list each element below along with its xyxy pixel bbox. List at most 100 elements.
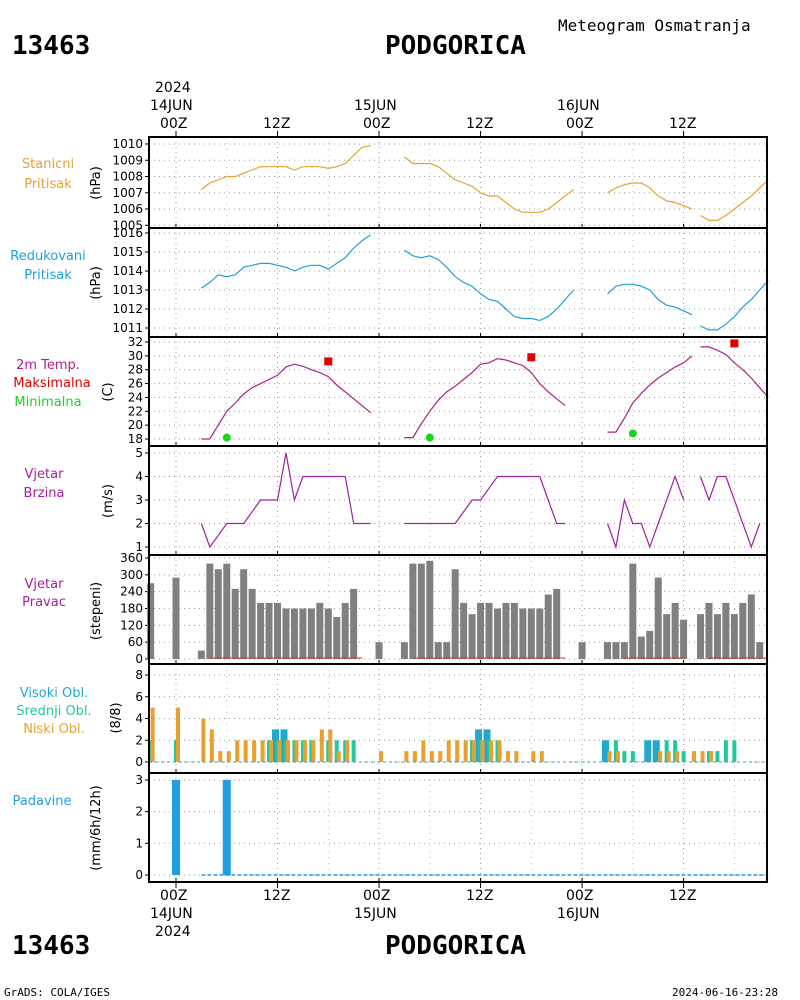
wind-dir-bar — [290, 608, 298, 659]
wind-dir-bar — [341, 602, 349, 659]
wind-dir-bar — [603, 642, 611, 659]
reduced-tick-label: 1016 — [112, 226, 143, 240]
cloud-bar — [455, 740, 460, 762]
wind-dir-bar — [730, 614, 738, 659]
pressure-series-line — [607, 182, 693, 210]
wind_dir-tick-label: 180 — [120, 602, 143, 616]
cloud-bar — [404, 751, 409, 762]
grid-layer — [149, 137, 767, 882]
pressure-series-line — [201, 145, 371, 190]
station-id-bottom: 13463 — [12, 931, 90, 961]
pressure-label-2: Pritisak — [24, 177, 72, 192]
cloud-label-mid: Srednji Obl. — [16, 704, 91, 719]
reduced-tick-label: 1013 — [112, 283, 143, 297]
wind-speed-series-line — [606, 474, 685, 550]
pressure-unit: (hPa) — [89, 166, 104, 200]
clouds-tick-label: 2 — [135, 733, 143, 747]
cloud-bar — [226, 751, 231, 762]
wind-dir-bar — [722, 602, 730, 659]
top-date-1: 14JUN — [150, 98, 193, 114]
wind-dir-bar — [248, 588, 256, 659]
wind-dir-bar — [612, 642, 620, 659]
wind-dir-bar — [527, 608, 535, 659]
pressure-tick-label: 1009 — [112, 153, 143, 167]
bottom-date-3: 16JUN — [557, 906, 600, 922]
footer-credit: GrADS: COLA/IGES — [4, 986, 110, 999]
wind-dir-bar — [434, 642, 442, 659]
temp-tick-label: 18 — [128, 432, 143, 446]
cloud-bar — [630, 751, 635, 762]
top-hour-6: 12Z — [669, 116, 696, 132]
cloud-bar — [622, 751, 627, 762]
temp-series-line — [404, 357, 566, 439]
temp-label-1: 2m Temp. — [16, 358, 80, 373]
pressure-panel-frame — [148, 136, 768, 229]
temp-tick-label: 20 — [128, 418, 143, 432]
wind-dir-bar — [231, 588, 239, 659]
wind-dir-bar — [214, 569, 222, 659]
reduced-tick-label: 1011 — [112, 321, 143, 335]
wind-dir-bar — [324, 608, 332, 659]
cloud-bar — [472, 740, 477, 762]
top-date-2: 15JUN — [354, 98, 397, 114]
bottom-hour-4: 12Z — [466, 888, 493, 904]
wind-dir-bar — [417, 563, 425, 659]
wind-speed-series-line — [404, 475, 566, 525]
precip-tick-label: 0 — [135, 868, 143, 882]
wind-dir-bar — [172, 577, 180, 659]
temp-tick-label: 22 — [128, 404, 143, 418]
cloud-bar — [438, 751, 443, 762]
wind-dir-bar — [620, 642, 628, 659]
cloud-bar — [715, 751, 720, 762]
pressure-tick-label: 1010 — [112, 137, 143, 151]
wind_dir-tick-label: 60 — [128, 635, 143, 649]
cloud-bar — [666, 751, 671, 762]
station-id-top: 13463 — [12, 31, 90, 61]
cloud-bar — [601, 740, 609, 762]
top-hour-4: 12Z — [466, 116, 493, 132]
data-mark-layer — [147, 145, 769, 876]
wind-dir-bar — [240, 569, 248, 659]
wind-dir-bar — [629, 563, 637, 659]
wind-dir-bar — [705, 602, 713, 659]
wind-speed-unit: (m/s) — [101, 484, 116, 518]
cloud-bar — [328, 729, 333, 762]
cloud-bar — [658, 751, 663, 762]
cloud-bar — [319, 729, 324, 762]
cloud-bar — [615, 751, 620, 762]
cloud-bar — [607, 751, 612, 762]
cloud-label-high: Visoki Obl. — [20, 686, 88, 701]
wind-dir-bar — [223, 563, 231, 659]
cloud-bar — [269, 740, 274, 762]
pressure-tick-label: 1006 — [112, 202, 143, 216]
temp-series-line — [700, 346, 769, 398]
precip-bar — [222, 780, 231, 875]
wind-dir-bar — [443, 642, 451, 659]
cloud-bar — [351, 740, 356, 762]
wind-dir-bar — [747, 594, 755, 659]
cloud-bar — [218, 751, 223, 762]
wind-dir-bar — [299, 608, 307, 659]
wind-dir-bar — [426, 560, 434, 659]
reduced-label-2: Pritisak — [24, 268, 72, 283]
wind_speed-tick-label: 2 — [135, 517, 143, 531]
cloud-bar — [700, 751, 705, 762]
top-hour-2: 12Z — [263, 116, 290, 132]
temp-panel-frame — [148, 336, 768, 447]
wind_dir-tick-label: 360 — [120, 551, 143, 565]
precip-label: Padavine — [13, 794, 72, 809]
wind-dir-bar — [257, 602, 265, 659]
temp-min-marker — [425, 433, 434, 442]
wind-dir-bar — [333, 616, 341, 659]
cloud-bar — [201, 718, 206, 762]
top-year-label: 2024 — [155, 80, 191, 96]
precip-tick-label: 3 — [135, 773, 143, 787]
cloud-bar — [692, 751, 697, 762]
wind-dir-bar — [680, 619, 688, 659]
cloud-bar — [708, 751, 713, 762]
bottom-date-1: 14JUN — [150, 906, 193, 922]
station-name-top: PODGORICA — [385, 31, 526, 61]
reduced-unit: (hPa) — [89, 266, 104, 300]
cloud-bar — [514, 751, 519, 762]
